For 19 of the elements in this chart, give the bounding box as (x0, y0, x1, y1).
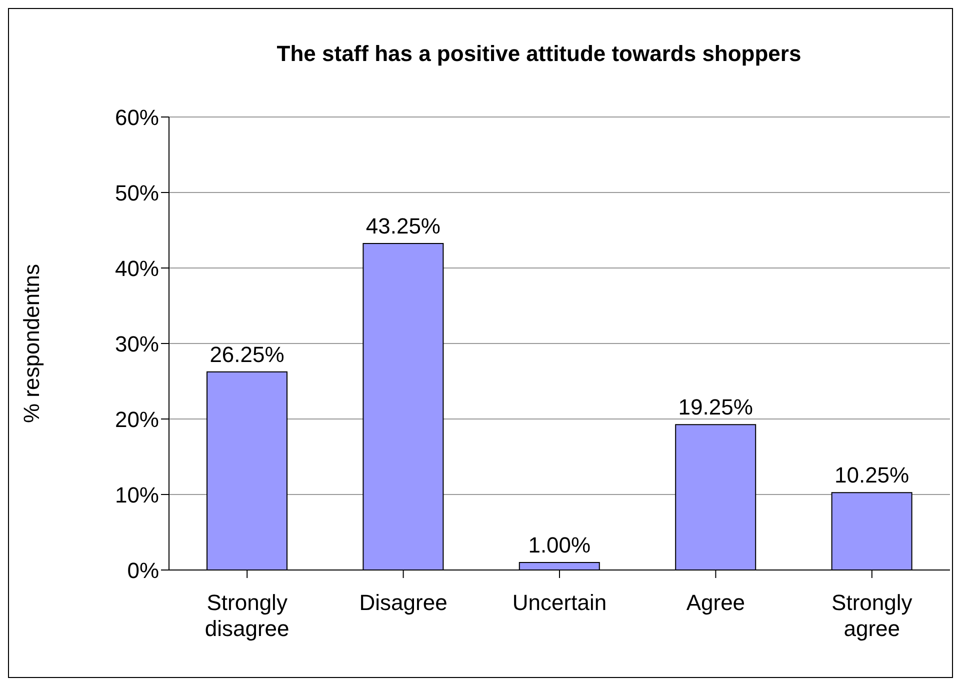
data-label: 10.25% (834, 462, 910, 488)
chart-title: The staff has a positive attitude towards shoppers (276, 41, 802, 67)
y-tick-label: 50% (114, 180, 159, 206)
y-axis-title: % respondentns (18, 264, 44, 423)
y-tick-label: 40% (114, 256, 159, 281)
y-tick-label: 30% (114, 331, 159, 356)
x-tick-label: Strongly agree (832, 590, 912, 641)
y-tick-label: 20% (114, 406, 159, 432)
x-tick-label: Uncertain (512, 590, 607, 615)
data-label: 1.00% (528, 532, 591, 558)
data-label: 19.25% (678, 394, 753, 420)
data-label: 26.25% (210, 342, 284, 367)
y-tick-label: 60% (114, 104, 159, 130)
y-tick-label: 10% (114, 482, 159, 508)
x-tick-label: Strongly disagree (204, 590, 290, 641)
data-label: 43.25% (366, 213, 441, 238)
x-tick-label: Agree (686, 590, 746, 615)
x-tick-label: Disagree (359, 590, 448, 615)
y-tick-label: 0% (127, 558, 159, 583)
